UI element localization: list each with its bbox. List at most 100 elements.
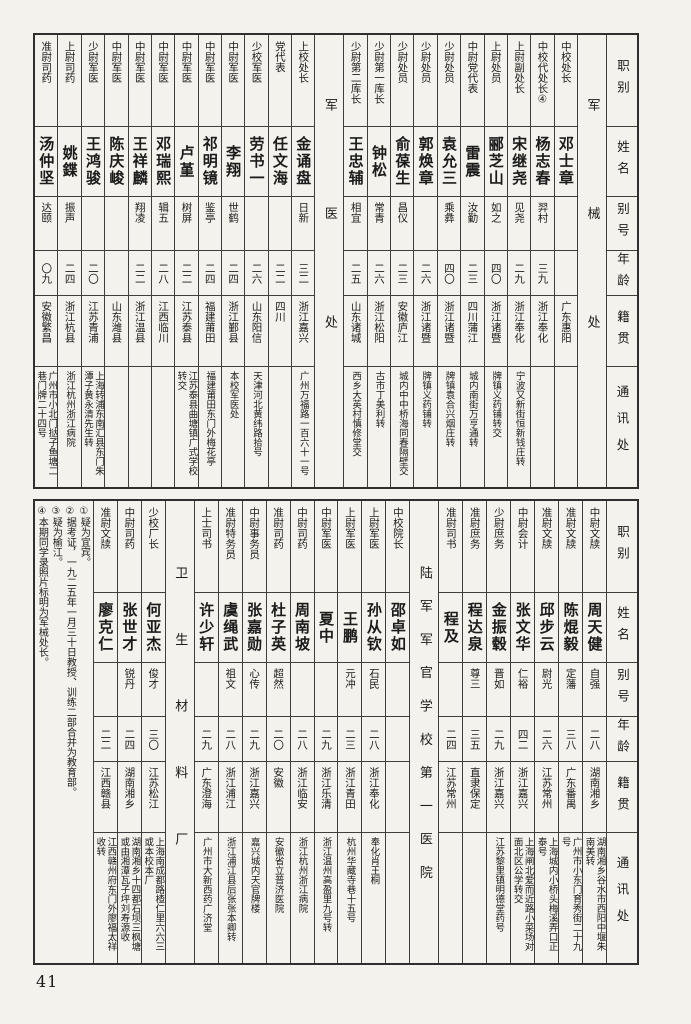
origin-cell: 江苏常州 xyxy=(535,762,559,833)
origin-cell: 浙江奉化 xyxy=(362,762,386,833)
title-cell: 准尉庶务 xyxy=(463,501,487,593)
alias-cell: 乘彝 xyxy=(437,197,461,251)
section-divider: 卫生材料厂 xyxy=(164,501,194,963)
name-cell: 汤仲坚 xyxy=(35,127,58,197)
origin-cell: 四川 xyxy=(268,296,292,367)
title-cell: 上校处长 xyxy=(292,35,315,127)
column-header: 职别 xyxy=(607,35,637,127)
age-cell xyxy=(105,251,128,296)
origin-cell: 山东阳信 xyxy=(245,296,268,367)
section-label: 军医处 xyxy=(321,98,337,424)
title-cell: 少尉第二库长 xyxy=(344,35,367,127)
age-cell: 二九 xyxy=(507,251,531,296)
alias-cell xyxy=(105,197,128,251)
alias-cell: 羿村 xyxy=(531,197,554,251)
footnote: ④本期同学录照片标明为军械处长。 xyxy=(36,506,48,667)
age-cell: 二六 xyxy=(245,251,268,296)
alias-cell: 锐丹 xyxy=(117,663,141,717)
person-column: 中尉司药 周南坡 二八 浙江临安 浙江杭州浙江病院 xyxy=(289,501,314,963)
alias-cell: 翔凌 xyxy=(128,197,151,251)
title-cell: 少校军医 xyxy=(245,35,268,127)
title-cell: 中尉军医 xyxy=(198,35,221,127)
person-column: 中尉军医 夏中 二九 浙江乐清 浙江温州高盈里九号转 xyxy=(313,501,338,963)
age-cell: 二五 xyxy=(344,251,367,296)
alias-cell: 超然 xyxy=(266,663,290,717)
person-column: 准尉司药 杜子英 超然 二〇 安徽 安徽省立普济医院 xyxy=(265,501,290,963)
address-cell: 上海城内小桥头梅溪弄口正泰号 xyxy=(535,837,558,951)
name-cell: 金振毂 xyxy=(487,593,511,663)
address-cell: 西乡大英村慎修堂交 xyxy=(350,371,362,457)
address-cell: 宁波又新街恒新钱庄转 xyxy=(513,371,525,466)
address-cell: 福建莆田东门外梅花亭 xyxy=(204,371,216,466)
age-cell: 二九 xyxy=(314,717,338,762)
origin-cell: 湖南湘乡 xyxy=(583,762,606,833)
address-cell: 天津河北黄纬路拾号 xyxy=(251,371,263,457)
person-column: 少校厂长 何亚杰 俊才 三〇 江苏松江 上海南成都路楂仁里六六三或本校本厂 xyxy=(140,501,165,963)
page-number: 41 xyxy=(36,972,59,991)
title-cell: 上士司书 xyxy=(194,501,218,593)
column-header: 籍贯 xyxy=(607,762,637,833)
name-cell: 程达泉 xyxy=(463,593,487,663)
alias-cell: 达颐 xyxy=(35,197,58,251)
origin-cell: 浙江嘉兴 xyxy=(242,762,266,833)
origin-cell: 浙江嘉兴 xyxy=(292,296,315,367)
age-cell: 二八 xyxy=(151,251,175,296)
alias-cell: 常青 xyxy=(367,197,391,251)
person-column: 准尉文牍 陈焜毅 定藩 三八 广东番禺 广州市小东门育秀街二十九号 xyxy=(558,501,583,963)
person-column: 中校院长 邵卓如 xyxy=(385,501,410,963)
footnote: ③疑为榆江。 xyxy=(50,506,62,567)
name-cell: 王祥麟 xyxy=(128,127,151,197)
section-label: 陆军军官学校第一医院 xyxy=(416,565,432,899)
name-cell: 郭焕章 xyxy=(414,127,437,197)
origin-cell: 广东惠阳 xyxy=(554,296,577,367)
person-column: 少尉第二库长 王忠辅 相宜 二五 山东诸城 西乡大英村慎修堂交 xyxy=(343,35,367,487)
address-cell: 杭州华藏寺巷十五号 xyxy=(344,837,356,923)
person-column: 少尉第一库长 钟松 常青 二六 浙江松阳 古市丁美利转 xyxy=(366,35,391,487)
age-cell: 二八 xyxy=(290,717,314,762)
age-cell: 二二 xyxy=(268,251,292,296)
name-cell: 张嘉勋 xyxy=(242,593,266,663)
title-cell: 中尉党代表 xyxy=(461,35,484,127)
column-header: 姓名 xyxy=(607,593,637,663)
section-divider: 陆军军官学校第一医院 xyxy=(409,501,438,963)
alias-cell: 尉光 xyxy=(535,663,559,717)
title-cell: 中尉军医 xyxy=(221,35,245,127)
alias-cell: 仁裕 xyxy=(511,663,535,717)
person-column: 准尉文牍 邱步云 尉光 二六 江苏常州 上海城内小桥头梅溪弄口正泰号 xyxy=(534,501,559,963)
alias-cell: 如之 xyxy=(484,197,507,251)
origin-cell: 浙江杭县 xyxy=(58,296,81,367)
name-cell: 邓瑞熙 xyxy=(151,127,175,197)
person-column: 准尉司药 汤仲坚 达颐 〇九 安徽繁昌 广州市小北门挞子鱼塘二巷门牌二十四号 xyxy=(35,35,58,487)
alias-cell: 世鹤 xyxy=(221,197,245,251)
origin-cell: 安徽繁昌 xyxy=(35,296,58,367)
alias-cell xyxy=(439,663,463,717)
column-header: 年龄 xyxy=(607,717,637,762)
age-cell: 四〇 xyxy=(484,251,507,296)
name-cell: 袁允三 xyxy=(437,127,461,197)
section-divider: 军医处 xyxy=(314,35,343,487)
column-header: 别号 xyxy=(607,197,637,251)
age-cell: 二九 xyxy=(242,717,266,762)
name-cell: 郦芝山 xyxy=(484,127,507,197)
name-cell: 陈焜毅 xyxy=(559,593,583,663)
person-column: 少尉处员 郭焕章 二六 浙江诸暨 牌镇义药铺转 xyxy=(413,35,437,487)
name-cell: 任文海 xyxy=(268,127,292,197)
address-cell: 湖南湘乡谷水市西阳中堰朱南美转 xyxy=(583,837,606,951)
alias-cell: 树屏 xyxy=(175,197,198,251)
person-column: 准尉文牍 廖克仁 二二 江西赣县 江西赣州府东门外廖福太祥收转 xyxy=(92,501,117,963)
title-cell: 中尉事务员 xyxy=(242,501,266,593)
age-cell: 四〇 xyxy=(437,251,461,296)
age-cell: 二四 xyxy=(439,717,463,762)
section-label: 卫生材料厂 xyxy=(172,565,188,899)
alias-cell xyxy=(414,197,437,251)
column-header: 籍贯 xyxy=(607,296,637,367)
age-cell: 二八 xyxy=(583,717,606,762)
person-column: 上尉军医 王鹏 元冲 二三 浙江青田 杭州华藏寺巷十五号 xyxy=(337,501,362,963)
title-cell: 少尉处员 xyxy=(391,35,414,127)
person-column: 上士司书 许少轩 二九 广东澄海 广州市大新西药广济堂 xyxy=(193,501,218,963)
origin-cell: 湖南湘乡 xyxy=(117,762,141,833)
origin-cell: 江西赣县 xyxy=(93,762,117,833)
origin-cell: 直隶保定 xyxy=(463,762,487,833)
address-cell xyxy=(152,367,174,487)
